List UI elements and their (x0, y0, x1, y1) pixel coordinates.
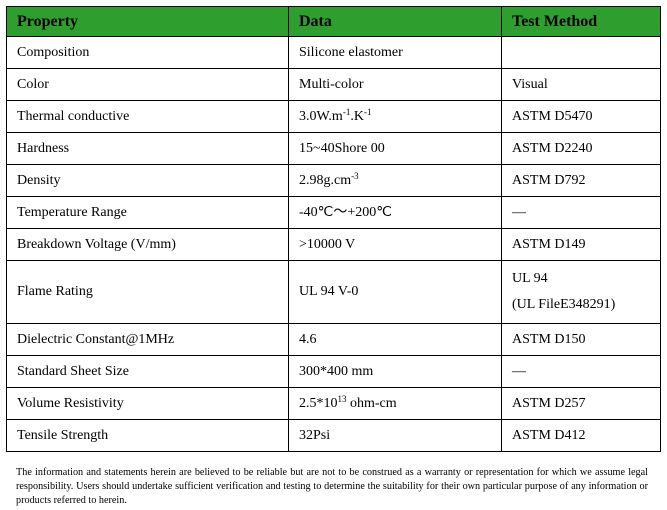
row-data: -40℃～+200℃ (288, 196, 502, 229)
row-property: Dielectric Constant@1MHz (6, 323, 289, 356)
table-row: Composition Silicone elastomer (6, 36, 661, 69)
row-method: Visual (501, 68, 661, 101)
header-property: Property (6, 6, 289, 37)
row-property: Temperature Range (6, 196, 289, 229)
row-property: Volume Resistivity (6, 387, 289, 420)
table-row: Color Multi-color Visual (6, 68, 661, 101)
row-data: 15~40Shore 00 (288, 132, 502, 165)
table-row: Tensile Strength 32Psi ASTM D412 (6, 419, 661, 452)
row-method: ASTM D5470 (501, 100, 661, 133)
row-property: Standard Sheet Size (6, 355, 289, 388)
row-method: ASTM D257 (501, 387, 661, 420)
table-row: Hardness 15~40Shore 00 ASTM D2240 (6, 132, 661, 165)
table-row: Density 2.98g.cm-3 ASTM D792 (6, 164, 661, 197)
row-method: ASTM D150 (501, 323, 661, 356)
row-data: >10000 V (288, 228, 502, 261)
row-property: Flame Rating (6, 260, 289, 324)
row-method: ASTM D2240 (501, 132, 661, 165)
row-method: — (501, 355, 661, 388)
row-method (501, 36, 661, 69)
row-method: ASTM D412 (501, 419, 661, 452)
row-data: 4.6 (288, 323, 502, 356)
table-row: Flame Rating UL 94 V-0 UL 94 (UL FileE348… (6, 260, 661, 324)
row-data: 300*400 mm (288, 355, 502, 388)
row-data: Multi-color (288, 68, 502, 101)
row-property: Tensile Strength (6, 419, 289, 452)
table-row: Thermal conductive 3.0W.m-1.K-1 ASTM D54… (6, 100, 661, 133)
row-property: Composition (6, 36, 289, 69)
header-data: Data (288, 6, 502, 37)
table-row: Standard Sheet Size 300*400 mm — (6, 355, 661, 388)
table-row: Temperature Range -40℃～+200℃ — (6, 196, 661, 229)
row-data: 32Psi (288, 419, 502, 452)
disclaimer-note: The information and statements herein ar… (16, 467, 648, 506)
properties-table: Property Data Test Method Composition Si… (6, 6, 661, 452)
table-row: Breakdown Voltage (V/mm) >10000 V ASTM D… (6, 228, 661, 261)
row-data: 3.0W.m-1.K-1 (288, 100, 502, 133)
row-method: ASTM D792 (501, 164, 661, 197)
row-property: Thermal conductive (6, 100, 289, 133)
table-row: Dielectric Constant@1MHz 4.6 ASTM D150 (6, 323, 661, 356)
row-data: Silicone elastomer (288, 36, 502, 69)
row-method: — (501, 196, 661, 229)
row-property: Breakdown Voltage (V/mm) (6, 228, 289, 261)
header-test-method: Test Method (501, 6, 661, 37)
row-property: Color (6, 68, 289, 101)
table-header-row: Property Data Test Method (6, 6, 661, 37)
row-property: Density (6, 164, 289, 197)
row-data: UL 94 V-0 (288, 260, 502, 324)
row-method: ASTM D149 (501, 228, 661, 261)
row-method: UL 94 (UL FileE348291) (501, 260, 661, 324)
row-data: 2.98g.cm-3 (288, 164, 502, 197)
table-row: Volume Resistivity 2.5*1013 ohm-cm ASTM … (6, 387, 661, 420)
row-data: 2.5*1013 ohm-cm (288, 387, 502, 420)
row-property: Hardness (6, 132, 289, 165)
